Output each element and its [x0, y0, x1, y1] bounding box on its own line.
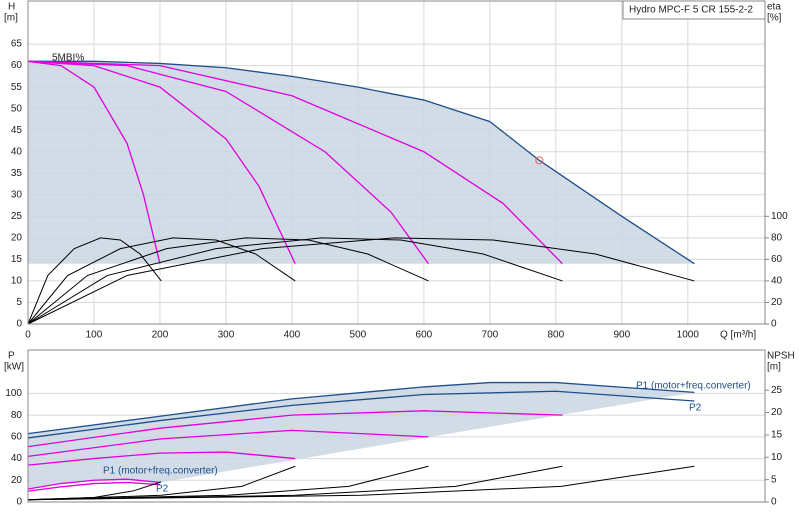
plot-frame	[27, 349, 766, 503]
y-tick-label: 55	[11, 82, 23, 93]
x-tick-label: 700	[482, 330, 499, 341]
curve	[27, 237, 162, 325]
curve	[27, 390, 695, 439]
curve	[27, 451, 296, 466]
plot-frame	[27, 0, 766, 325]
y2-tick-label: 15	[771, 430, 783, 441]
curve-label: 5MBI%	[52, 53, 84, 64]
curve	[27, 481, 161, 492]
y-tick-label: 60	[11, 60, 23, 71]
y-tick-label: 40	[11, 146, 23, 157]
x-tick-label: 600	[416, 330, 433, 341]
y-tick-label: 5	[16, 297, 22, 308]
y2-axis-label: eta	[767, 2, 781, 13]
y2-tick-label: 20	[771, 407, 783, 418]
y2-tick-label: 5	[771, 474, 777, 485]
y2-tick-label: 100	[771, 211, 788, 222]
y-tick-label: 20	[11, 475, 23, 486]
y2-axis-unit: [m]	[767, 362, 781, 373]
y2-tick-label: 20	[771, 297, 783, 308]
x-tick-label: 400	[284, 330, 301, 341]
y-tick-label: 15	[11, 254, 23, 265]
curve-label: P1 (motor+freq.converter)	[636, 381, 751, 392]
y2-tick-label: 40	[771, 276, 783, 287]
y2-axis-unit: [%]	[767, 13, 782, 24]
curve	[27, 465, 296, 501]
curve	[27, 237, 429, 325]
y-axis-label: P	[8, 351, 15, 362]
y-tick-label: 45	[11, 125, 23, 136]
curve	[27, 410, 563, 448]
y-tick-label: 30	[11, 189, 23, 200]
y-tick-label: 100	[5, 388, 22, 399]
curve	[27, 237, 296, 325]
y-tick-label: 10	[11, 276, 23, 287]
curve	[27, 465, 695, 501]
y2-tick-label: 0	[771, 319, 777, 330]
curve	[27, 237, 563, 325]
y2-tick-label: 80	[771, 233, 783, 244]
y2-axis-label: NPSH	[767, 351, 795, 362]
y-tick-label: 35	[11, 168, 23, 179]
curve	[27, 465, 429, 501]
y2-tick-label: 0	[771, 497, 777, 508]
duty-point	[535, 156, 544, 165]
x-tick-label: 800	[547, 330, 564, 341]
title-box	[622, 0, 766, 20]
y-tick-label: 25	[11, 211, 23, 222]
curve	[27, 60, 161, 264]
curve	[27, 60, 296, 264]
curve	[27, 429, 429, 458]
y-axis-unit: [m]	[4, 13, 18, 24]
x-tick-label: 200	[152, 330, 169, 341]
y2-tick-label: 10	[771, 452, 783, 463]
x-tick-label: 500	[350, 330, 367, 341]
curve	[27, 60, 563, 265]
curve-label: P2	[156, 484, 169, 495]
curve	[27, 381, 695, 435]
y-axis-label: H	[8, 2, 15, 13]
curve	[27, 237, 695, 325]
curve-label: P1 (motor+freq.converter)	[103, 466, 218, 477]
curve	[27, 478, 161, 490]
x-tick-label: 900	[613, 330, 630, 341]
y-axis-unit: [kW]	[4, 362, 24, 373]
y-tick-label: 40	[11, 453, 23, 464]
y-tick-label: 65	[11, 39, 23, 50]
operating-area	[28, 61, 695, 324]
curve	[27, 60, 430, 265]
y-tick-label: 20	[11, 233, 23, 244]
x-axis-label: Q [m³/h]	[720, 330, 756, 341]
x-tick-label: 0	[25, 330, 31, 341]
curve	[28, 60, 695, 265]
y2-tick-label: 25	[771, 385, 783, 396]
y2-tick-label: 60	[771, 254, 783, 265]
y-tick-label: 0	[16, 497, 22, 508]
y-tick-label: 0	[16, 319, 22, 330]
y-tick-label: 80	[11, 410, 23, 421]
y-tick-label: 50	[11, 103, 23, 114]
x-tick-label: 300	[218, 330, 235, 341]
curve-label: P2	[689, 403, 702, 414]
y-tick-label: 60	[11, 431, 23, 442]
x-tick-label: 1000	[677, 330, 700, 341]
x-tick-label: 100	[86, 330, 103, 341]
chart-title: Hydro MPC-F 5 CR 155-2-2	[629, 5, 753, 16]
operating-area	[28, 382, 695, 489]
